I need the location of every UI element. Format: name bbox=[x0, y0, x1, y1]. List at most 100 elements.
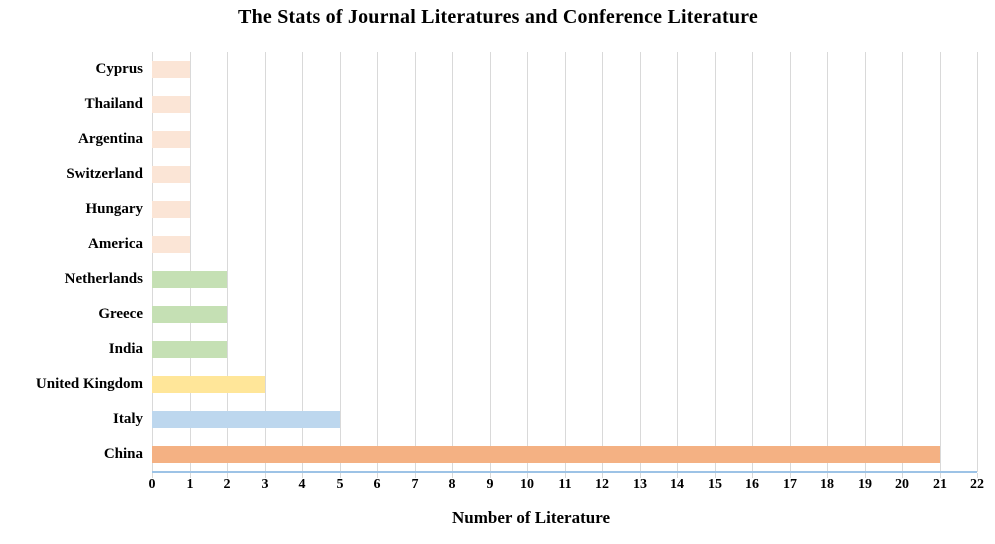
bar-netherlands bbox=[152, 271, 227, 288]
bar-united-kingdom bbox=[152, 376, 265, 393]
tick-mark-8 bbox=[452, 473, 453, 478]
x-tick-label-18: 18 bbox=[820, 477, 834, 492]
y-label-argentina: Argentina bbox=[78, 131, 143, 147]
gridline-0 bbox=[152, 52, 153, 472]
gridline-7 bbox=[415, 52, 416, 472]
gridline-21 bbox=[940, 52, 941, 472]
x-tick-label-22: 22 bbox=[970, 477, 984, 492]
x-tick-label-21: 21 bbox=[933, 477, 947, 492]
chart-title: The Stats of Journal Literatures and Con… bbox=[238, 6, 758, 28]
gridline-6 bbox=[377, 52, 378, 472]
gridline-15 bbox=[715, 52, 716, 472]
x-tick-label-6: 6 bbox=[373, 477, 381, 492]
tick-mark-9 bbox=[490, 473, 491, 478]
tick-mark-22 bbox=[977, 473, 978, 478]
bar-italy bbox=[152, 411, 340, 428]
x-tick-label-11: 11 bbox=[558, 477, 572, 492]
x-axis-title: Number of Literature bbox=[451, 508, 611, 527]
x-tick-label-12: 12 bbox=[595, 477, 609, 492]
gridline-2 bbox=[227, 52, 228, 472]
x-tick-label-15: 15 bbox=[708, 477, 722, 492]
x-axis-line bbox=[152, 471, 977, 473]
x-tick-label-4: 4 bbox=[298, 477, 306, 492]
tick-mark-2 bbox=[227, 473, 228, 478]
gridline-9 bbox=[490, 52, 491, 472]
x-tick-label-13: 13 bbox=[633, 477, 647, 492]
y-label-greece: Greece bbox=[98, 306, 143, 322]
plot-area bbox=[152, 52, 978, 478]
gridline-3 bbox=[265, 52, 266, 472]
tick-mark-17 bbox=[790, 473, 791, 478]
gridline-18 bbox=[827, 52, 828, 472]
y-label-united-kingdom: United Kingdom bbox=[35, 376, 143, 392]
x-tick-label-20: 20 bbox=[895, 477, 909, 492]
x-tick-label-2: 2 bbox=[223, 477, 231, 492]
tick-mark-4 bbox=[302, 473, 303, 478]
tick-mark-0 bbox=[152, 473, 153, 478]
gridline-11 bbox=[565, 52, 566, 472]
gridline-16 bbox=[752, 52, 753, 472]
bar-greece bbox=[152, 306, 227, 323]
bar-cyprus bbox=[152, 61, 190, 78]
tick-mark-3 bbox=[265, 473, 266, 478]
x-tick-label-1: 1 bbox=[186, 477, 194, 492]
bar-switzerland bbox=[152, 166, 190, 183]
y-label-india: India bbox=[108, 341, 143, 357]
bar-argentina bbox=[152, 131, 190, 148]
tick-mark-15 bbox=[715, 473, 716, 478]
y-label-thailand: Thailand bbox=[84, 96, 143, 112]
tick-mark-14 bbox=[677, 473, 678, 478]
gridline-19 bbox=[865, 52, 866, 472]
gridline-1 bbox=[190, 52, 191, 472]
tick-mark-13 bbox=[640, 473, 641, 478]
tick-mark-19 bbox=[865, 473, 866, 478]
x-tick-label-9: 9 bbox=[486, 477, 494, 492]
gridline-4 bbox=[302, 52, 303, 472]
tick-mark-20 bbox=[902, 473, 903, 478]
gridline-5 bbox=[340, 52, 341, 472]
tick-mark-10 bbox=[527, 473, 528, 478]
x-tick-label-7: 7 bbox=[411, 477, 419, 492]
x-tick-label-5: 5 bbox=[336, 477, 344, 492]
gridline-8 bbox=[452, 52, 453, 472]
gridline-20 bbox=[902, 52, 903, 472]
x-axis-tick-labels: 0 1 2 3 4 5 6 7 8 9 10 11 12 13 14 15 16 17 18 19 20 21 22 bbox=[149, 477, 985, 497]
gridline-10 bbox=[527, 52, 528, 472]
gridline-12 bbox=[602, 52, 603, 472]
bar-america bbox=[152, 236, 190, 253]
tick-mark-21 bbox=[940, 473, 941, 478]
bar-hungary bbox=[152, 201, 190, 218]
x-tick-label-3: 3 bbox=[261, 477, 269, 492]
gridline-17 bbox=[790, 52, 791, 472]
y-label-switzerland: Switzerland bbox=[66, 166, 143, 182]
y-axis-labels: Cyprus Thailand Argentina Switzerland Hungar… bbox=[0, 52, 143, 472]
tick-mark-18 bbox=[827, 473, 828, 478]
tick-mark-6 bbox=[377, 473, 378, 478]
x-tick-label-0: 0 bbox=[148, 477, 156, 492]
gridline-13 bbox=[640, 52, 641, 472]
bar-india bbox=[152, 341, 227, 358]
y-label-china: China bbox=[103, 446, 143, 462]
y-label-netherlands: Netherlands bbox=[64, 271, 143, 287]
gridline-22 bbox=[977, 52, 978, 472]
tick-mark-16 bbox=[752, 473, 753, 478]
tick-mark-5 bbox=[340, 473, 341, 478]
tick-mark-12 bbox=[602, 473, 603, 478]
bar-china bbox=[152, 446, 940, 463]
x-tick-label-16: 16 bbox=[745, 477, 759, 492]
y-label-italy: Italy bbox=[113, 411, 143, 427]
tick-mark-7 bbox=[415, 473, 416, 478]
x-tick-label-17: 17 bbox=[783, 477, 797, 492]
y-label-america: America bbox=[88, 236, 143, 252]
tick-mark-1 bbox=[190, 473, 191, 478]
x-tick-label-10: 10 bbox=[520, 477, 534, 492]
y-label-hungary: Hungary bbox=[85, 201, 143, 217]
x-tick-label-14: 14 bbox=[670, 477, 684, 492]
bar-thailand bbox=[152, 96, 190, 113]
x-tick-label-19: 19 bbox=[858, 477, 872, 492]
x-tick-label-8: 8 bbox=[448, 477, 456, 492]
tick-mark-11 bbox=[565, 473, 566, 478]
gridline-14 bbox=[677, 52, 678, 472]
y-label-cyprus: Cyprus bbox=[95, 61, 143, 77]
